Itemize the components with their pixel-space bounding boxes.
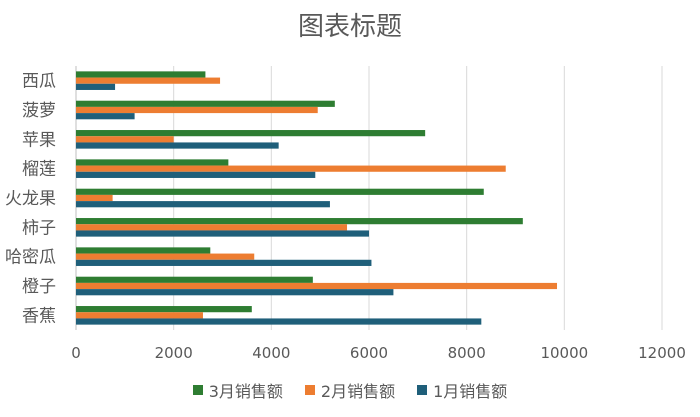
bar-s1-c7 [76, 106, 318, 114]
y-tick-label-7: 菠萝 [22, 101, 56, 121]
y-tick-label-4: 火龙果 [5, 189, 56, 209]
bar-s1-c3 [76, 224, 348, 231]
y-tick-label-5: 榴莲 [22, 160, 56, 180]
bar-s0-c4 [76, 188, 484, 195]
x-tick-label-3: 6000 [350, 344, 388, 362]
y-tick-label-0: 香蕉 [22, 306, 56, 326]
bar-s0-c2 [76, 247, 211, 254]
x-tick-label-4: 8000 [448, 344, 486, 362]
bar-s2-c6 [76, 142, 279, 149]
bar-s2-c1 [76, 289, 394, 296]
chart-legend: 3月销售额 2月销售额 1月销售额 [0, 378, 700, 402]
x-tick-label-1: 2000 [155, 344, 193, 362]
y-tick-label-1: 橙子 [22, 277, 56, 297]
legend-item-february: 2月销售额 [304, 378, 396, 402]
bar-s2-c8 [76, 83, 116, 90]
x-tick-label-0: 0 [71, 344, 81, 362]
y-tick-label-3: 柿子 [22, 218, 56, 238]
bar-s0-c5 [76, 159, 229, 166]
x-tick-label-6: 12000 [638, 344, 686, 362]
bar-s1-c5 [76, 165, 506, 172]
bar-s2-c0 [76, 318, 482, 325]
bar-s0-c7 [76, 100, 335, 107]
bar-s0-c6 [76, 130, 426, 137]
legend-label-march: 3月销售额 [208, 382, 283, 401]
legend-swatch-february [304, 385, 315, 395]
bar-s1-c8 [76, 77, 221, 84]
bar-s2-c4 [76, 201, 330, 208]
bar-s2-c3 [76, 230, 369, 237]
bar-s2-c2 [76, 259, 372, 266]
legend-swatch-january [417, 385, 428, 395]
y-tick-label-6: 苹果 [22, 130, 56, 150]
bar-s0-c8 [76, 71, 206, 78]
legend-swatch-march [192, 385, 203, 395]
bar-s1-c2 [76, 253, 255, 260]
y-tick-label-8: 西瓜 [22, 72, 56, 92]
bar-s1-c6 [76, 136, 174, 143]
legend-item-january: 1月销售额 [417, 378, 507, 402]
bar-s1-c1 [76, 282, 558, 290]
legend-item-march: 3月销售额 [192, 378, 283, 402]
chart-title: 图表标题 [297, 12, 402, 42]
bar-s2-c7 [76, 113, 135, 120]
bar-s0-c3 [76, 218, 523, 225]
y-tick-label-2: 哈密瓜 [5, 248, 56, 268]
bar-s0-c1 [76, 276, 313, 283]
bar-s1-c4 [76, 194, 113, 202]
bar-s1-c0 [76, 312, 203, 319]
bar-s0-c0 [76, 306, 252, 313]
x-tick-label-2: 4000 [252, 344, 290, 362]
x-tick-label-5: 10000 [540, 344, 588, 362]
bar-s2-c5 [76, 171, 316, 178]
legend-label-february: 2月销售额 [320, 382, 396, 401]
legend-label-january: 1月销售额 [433, 382, 508, 401]
